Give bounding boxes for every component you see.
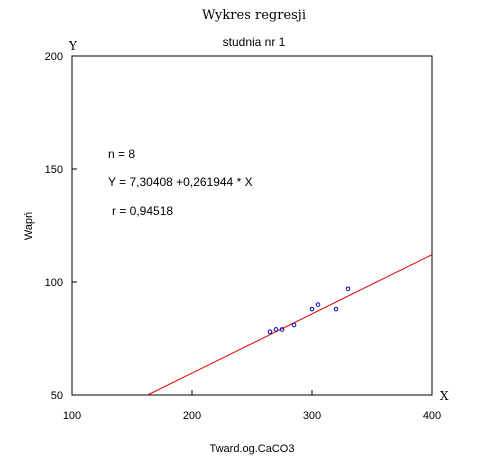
x-tick-label: 400	[423, 410, 441, 422]
data-point	[267, 329, 273, 335]
data-point	[291, 322, 297, 328]
x-tick-label: 300	[303, 410, 321, 422]
x-axis-letter: X	[440, 389, 449, 403]
data-point	[333, 306, 339, 312]
annotation-equation: Y = 7,30408 +0,261944 * X	[108, 175, 253, 189]
y-tick-label: 100	[45, 277, 63, 289]
y-axis-ticks: 50 100 150 200	[45, 51, 77, 402]
y-tick-label: 50	[51, 390, 63, 402]
annotation-n: n = 8	[108, 147, 135, 161]
x-tick-label: 100	[63, 410, 81, 422]
y-tick-label: 200	[45, 51, 63, 63]
data-point	[345, 286, 351, 292]
x-axis-label: Tward.og.CaCO3	[210, 443, 295, 455]
data-points	[267, 286, 351, 335]
chart-title: Wykres regresji	[202, 8, 306, 23]
y-axis-letter: Y	[68, 39, 78, 53]
data-point	[315, 302, 321, 307]
annotation-r: r = 0,94518	[112, 204, 173, 218]
data-point	[279, 327, 285, 332]
x-tick-label: 200	[183, 410, 201, 422]
data-point	[309, 306, 315, 312]
y-tick-label: 150	[45, 164, 63, 176]
data-point	[273, 327, 279, 332]
y-axis-label: Wapń	[23, 212, 35, 240]
regression-line	[147, 254, 433, 396]
plot-frame	[71, 55, 433, 396]
chart-subtitle: studnia nr 1	[223, 35, 286, 49]
x-axis-ticks: 100 200 300 400	[63, 390, 441, 422]
